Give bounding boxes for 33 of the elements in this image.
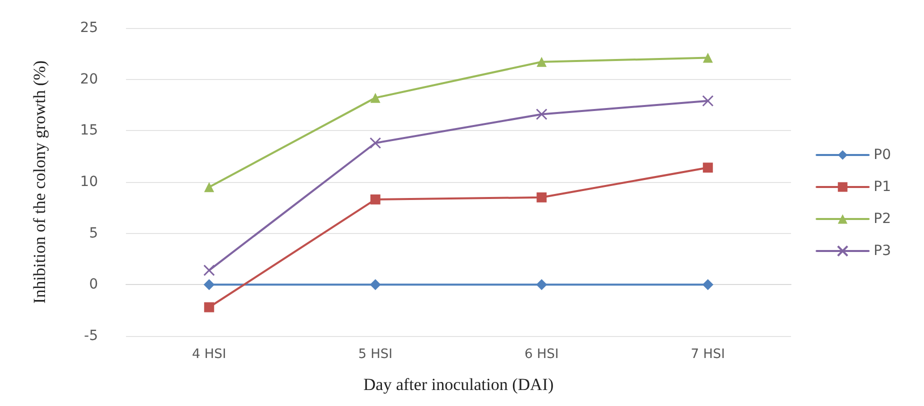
y-tick-label: 0 bbox=[89, 276, 98, 293]
point bbox=[204, 279, 215, 290]
y-tick-label: 25 bbox=[80, 20, 98, 36]
y-tick-label: 15 bbox=[80, 122, 98, 139]
point bbox=[203, 264, 215, 276]
point bbox=[370, 194, 380, 204]
legend-label: P3 bbox=[874, 243, 892, 259]
point bbox=[370, 279, 381, 290]
x-tick-label: 7 HSI bbox=[690, 347, 726, 362]
point bbox=[702, 279, 714, 290]
legend-label: P1 bbox=[874, 179, 892, 195]
y-tick-label: -5 bbox=[84, 328, 98, 344]
point bbox=[536, 108, 548, 120]
x-tick-label: 6 HSI bbox=[524, 347, 559, 362]
y-tick-label: 20 bbox=[80, 71, 98, 88]
point bbox=[702, 52, 713, 63]
legend-label: P2 bbox=[874, 211, 892, 227]
point bbox=[370, 137, 382, 149]
point bbox=[204, 182, 214, 192]
x-tick-label: 4 HSI bbox=[192, 347, 226, 362]
point bbox=[370, 92, 380, 103]
x-tick-label: 5 HSI bbox=[358, 347, 393, 362]
point bbox=[702, 162, 713, 173]
point bbox=[536, 56, 547, 67]
point bbox=[536, 192, 547, 202]
y-tick-label: 5 bbox=[89, 225, 98, 242]
point bbox=[536, 279, 548, 290]
point bbox=[702, 95, 714, 107]
legend-label: P0 bbox=[874, 147, 892, 163]
point bbox=[204, 302, 214, 312]
x-axis-title: Day after inoculation (DAI) bbox=[363, 375, 554, 394]
y-tick-label: 10 bbox=[80, 174, 98, 190]
y-axis-title: Inhibition of the colony growth (%) bbox=[30, 60, 49, 304]
